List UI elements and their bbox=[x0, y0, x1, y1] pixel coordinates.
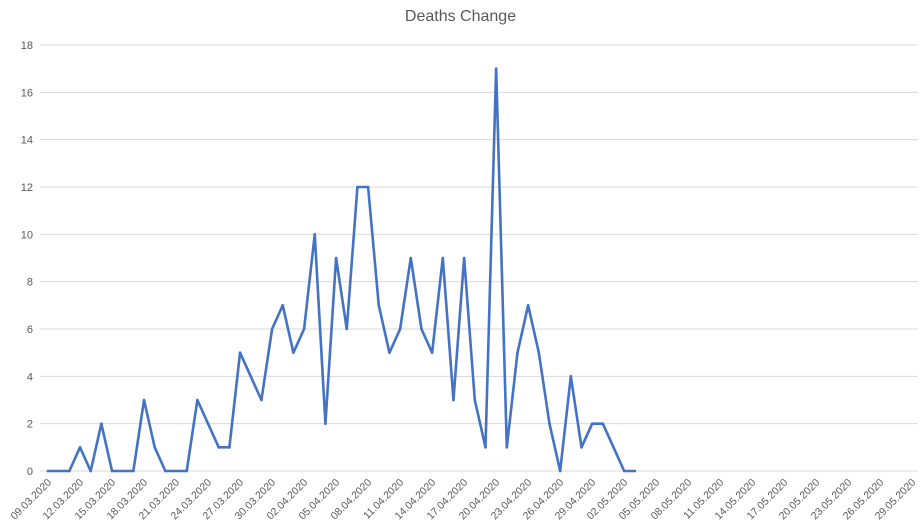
data-point bbox=[228, 446, 231, 449]
data-point bbox=[388, 351, 391, 354]
data-point bbox=[142, 398, 146, 402]
y-axis-tick-labels: 0 2 4 6 8 10 12 14 16 18 bbox=[21, 40, 33, 478]
data-point bbox=[78, 446, 82, 449]
data-point bbox=[46, 469, 50, 473]
series-layer bbox=[46, 67, 637, 473]
data-point bbox=[270, 327, 274, 331]
data-point bbox=[462, 256, 466, 260]
y-tick-label: 0 bbox=[27, 466, 33, 478]
data-point bbox=[484, 446, 487, 449]
data-point bbox=[516, 351, 519, 354]
data-point bbox=[196, 398, 199, 402]
y-tick-label: 14 bbox=[21, 135, 33, 147]
series-line bbox=[46, 67, 637, 473]
y-tick-label: 2 bbox=[27, 419, 33, 431]
y-tick-label: 12 bbox=[21, 182, 33, 194]
data-point bbox=[356, 185, 359, 189]
data-point bbox=[537, 351, 541, 354]
data-point bbox=[302, 327, 306, 331]
data-point bbox=[238, 351, 242, 354]
data-point bbox=[324, 422, 327, 425]
data-point bbox=[153, 446, 156, 449]
data-point bbox=[206, 422, 210, 425]
data-point bbox=[121, 469, 124, 473]
data-point bbox=[420, 327, 423, 331]
y-tick-label: 10 bbox=[21, 229, 33, 241]
data-point bbox=[569, 375, 573, 378]
data-point bbox=[409, 256, 413, 260]
x-axis-tick-labels: 09.03.202012.03.202015.03.202018.03.2020… bbox=[8, 477, 918, 523]
data-point bbox=[622, 469, 626, 473]
gridlines bbox=[40, 44, 918, 472]
data-point bbox=[313, 233, 317, 236]
y-tick-label: 4 bbox=[27, 371, 33, 383]
data-point bbox=[185, 469, 189, 473]
data-point bbox=[505, 446, 509, 449]
data-point bbox=[260, 398, 263, 402]
data-point bbox=[590, 422, 594, 425]
data-point bbox=[441, 256, 445, 260]
data-point bbox=[601, 422, 605, 425]
data-point bbox=[57, 469, 60, 473]
data-point bbox=[430, 351, 434, 354]
data-point bbox=[345, 327, 349, 331]
data-point bbox=[452, 398, 455, 402]
data-point bbox=[377, 304, 381, 307]
data-point bbox=[174, 469, 178, 473]
data-point bbox=[526, 304, 530, 307]
data-point bbox=[132, 469, 135, 473]
data-point bbox=[398, 327, 402, 331]
y-tick-label: 16 bbox=[21, 87, 33, 99]
data-point bbox=[164, 469, 167, 473]
data-point bbox=[249, 375, 253, 378]
data-point bbox=[580, 446, 583, 449]
data-point bbox=[217, 446, 221, 449]
data-point bbox=[68, 469, 71, 473]
y-tick-label: 8 bbox=[27, 277, 33, 289]
data-point bbox=[366, 185, 370, 189]
data-point bbox=[633, 469, 637, 473]
data-point bbox=[334, 256, 338, 260]
data-point bbox=[292, 351, 295, 354]
data-point bbox=[89, 469, 92, 473]
data-point bbox=[558, 469, 562, 473]
chart-title: Deaths Change bbox=[404, 8, 517, 25]
data-point bbox=[548, 422, 551, 425]
data-point bbox=[281, 304, 285, 307]
y-tick-label: 18 bbox=[21, 40, 33, 52]
data-point bbox=[612, 446, 615, 449]
data-point bbox=[494, 67, 498, 70]
data-point bbox=[100, 422, 103, 425]
y-tick-label: 6 bbox=[27, 324, 33, 336]
data-point bbox=[473, 398, 477, 402]
data-point bbox=[110, 469, 114, 473]
